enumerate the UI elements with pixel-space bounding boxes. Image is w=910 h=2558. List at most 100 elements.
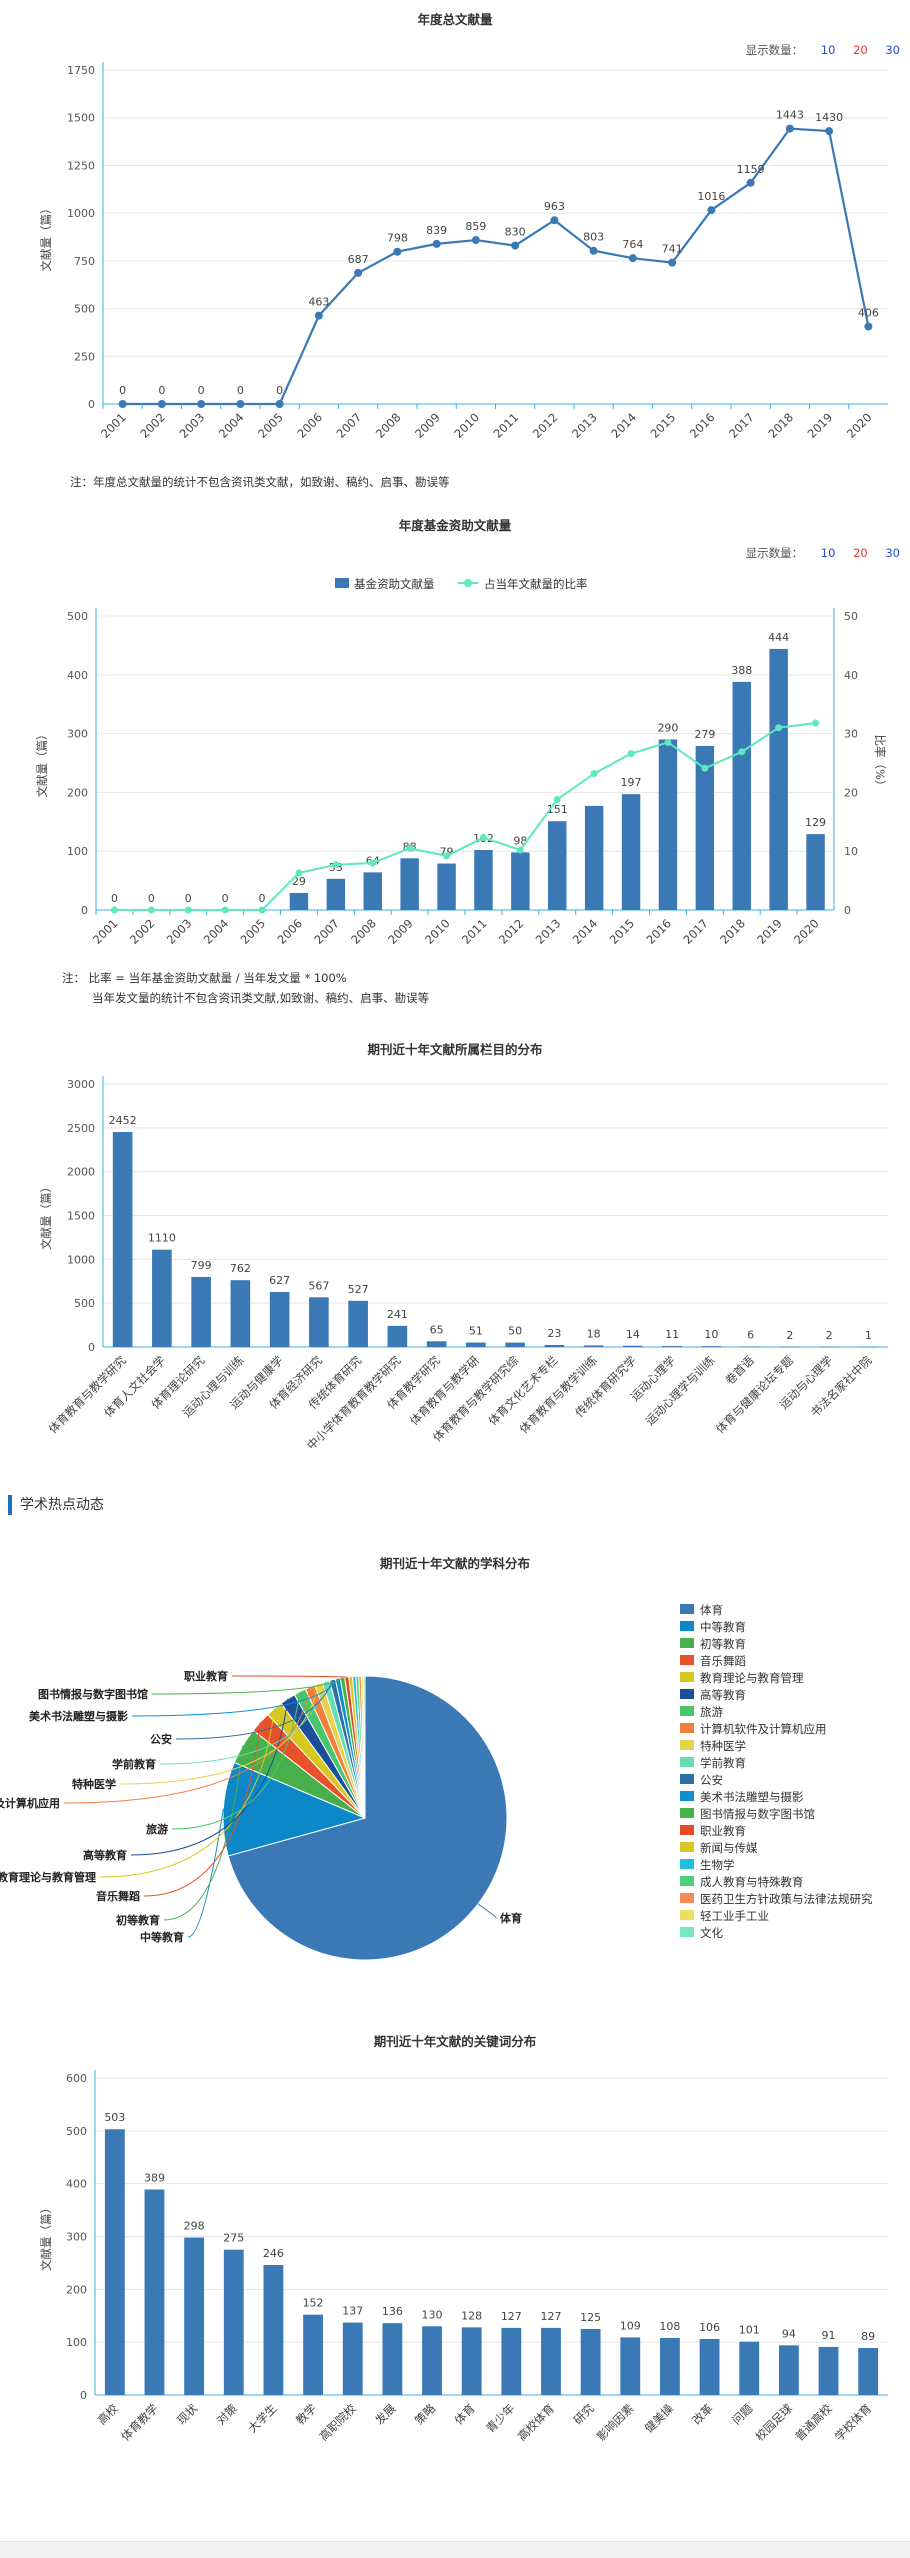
footer-bar bbox=[0, 2541, 910, 2558]
x-tick-label: 2002 bbox=[127, 916, 158, 947]
bar-value-label: 6 bbox=[747, 1328, 754, 1341]
bar bbox=[819, 1346, 839, 1348]
display-count-10[interactable]: 10 bbox=[820, 43, 836, 57]
data-point bbox=[785, 124, 794, 133]
legend-label: 教育理论与教育管理 bbox=[700, 1671, 804, 1685]
y2-tick-label: 10 bbox=[844, 845, 858, 858]
bar-value-label: 0 bbox=[148, 892, 155, 905]
y-tick-label: 1750 bbox=[67, 64, 95, 77]
x-tick-label: 2005 bbox=[238, 916, 269, 947]
legend-label-ratio: 占当年文献量的比率 bbox=[484, 577, 588, 591]
y-tick-label: 0 bbox=[80, 2389, 87, 2402]
legend-swatch bbox=[680, 1774, 694, 1784]
x-tick-label: 2003 bbox=[177, 410, 208, 441]
x-tick-label: 学校体育 bbox=[832, 2401, 874, 2443]
x-tick-label: 2001 bbox=[90, 916, 121, 947]
data-label: 406 bbox=[858, 307, 879, 320]
bar-value-label: 130 bbox=[422, 2308, 443, 2321]
x-tick-label: 2016 bbox=[643, 916, 674, 947]
bar bbox=[223, 2249, 244, 2395]
callout-line bbox=[187, 1808, 224, 1938]
bar-value-label: 51 bbox=[469, 1325, 483, 1338]
legend-swatch bbox=[680, 1655, 694, 1665]
pie-callout-label: 职业教育 bbox=[184, 1669, 228, 1683]
y-tick-label: 300 bbox=[66, 2231, 87, 2244]
data-label: 1016 bbox=[697, 190, 725, 203]
bar-value-label: 2 bbox=[786, 1329, 793, 1342]
y-tick-label: 2000 bbox=[67, 1166, 95, 1179]
legend-swatch bbox=[680, 1842, 694, 1852]
bar bbox=[511, 852, 530, 910]
bar bbox=[806, 834, 825, 910]
data-label: 764 bbox=[622, 238, 643, 251]
callout-line bbox=[130, 1698, 289, 1856]
y-tick-label: 100 bbox=[66, 2336, 87, 2349]
x-tick-label: 2017 bbox=[726, 410, 757, 441]
display-count-30[interactable]: 30 bbox=[885, 546, 900, 560]
x-tick-label: 大学生 bbox=[245, 2401, 279, 2435]
x-tick-label: 2019 bbox=[754, 916, 785, 947]
y2-tick-label: 30 bbox=[844, 728, 858, 741]
bar bbox=[144, 2189, 165, 2395]
x-tick-label: 问题 bbox=[729, 2401, 756, 2428]
y-tick-label: 300 bbox=[67, 728, 88, 741]
display-count-10[interactable]: 10 bbox=[820, 546, 836, 560]
y-tick-label: 600 bbox=[66, 2072, 87, 2085]
data-label: 830 bbox=[505, 226, 526, 239]
ratio-point bbox=[627, 750, 635, 758]
bar-value-label: 0 bbox=[111, 892, 118, 905]
pie-callout-label: 学前教育 bbox=[112, 1757, 156, 1771]
legend-swatch bbox=[680, 1672, 694, 1682]
legend-label: 医药卫生方针政策与法律法规研究 bbox=[700, 1892, 873, 1906]
bar-value-label: 0 bbox=[259, 892, 266, 905]
display-count-30[interactable]: 30 bbox=[885, 43, 900, 57]
x-tick-label: 高职院校 bbox=[316, 2401, 359, 2444]
bar-value-label: 125 bbox=[580, 2311, 601, 2324]
display-count-20[interactable]: 20 bbox=[853, 546, 868, 560]
ratio-point bbox=[553, 795, 561, 803]
bar bbox=[230, 1280, 251, 1347]
x-tick-label: 2005 bbox=[255, 410, 286, 441]
x-tick-label: 青少年 bbox=[483, 2401, 517, 2435]
data-label: 741 bbox=[662, 243, 683, 256]
section-header: 学术热点动态 bbox=[8, 1495, 104, 1515]
pie-callout-label: 体育 bbox=[500, 1911, 522, 1925]
bar-value-label: 275 bbox=[223, 2232, 244, 2245]
bar-value-label: 108 bbox=[659, 2320, 680, 2333]
x-tick-label: 教学 bbox=[293, 2401, 319, 2427]
pie-callout-label: 特种医学 bbox=[72, 1777, 116, 1791]
x-tick-label: 发展 bbox=[372, 2401, 399, 2428]
column-distribution-chart: 期刊近十年文献所属栏目的分布 0 500 1000 1500 2000 2500 3000 文献… bbox=[0, 1030, 910, 1470]
data-point bbox=[511, 241, 520, 250]
ratio-line bbox=[114, 722, 816, 911]
bar bbox=[548, 821, 567, 910]
display-count-label: 显示数量： bbox=[745, 546, 804, 560]
data-point bbox=[746, 178, 755, 187]
x-tick-label: 影响因素 bbox=[594, 2401, 636, 2443]
ratio-point bbox=[516, 846, 524, 854]
data-point bbox=[354, 268, 363, 277]
annual-total-svg: 年度总文献量02505007501000125015001750文献量（篇）02… bbox=[39, 12, 888, 441]
bar bbox=[474, 850, 493, 910]
chart-title: 年度总文献量 bbox=[417, 12, 493, 27]
legend-swatch bbox=[680, 1910, 694, 1920]
bar bbox=[732, 681, 751, 910]
x-tick-label: 2007 bbox=[311, 916, 342, 947]
x-tick-label: 体育文化艺术专栏 bbox=[486, 1353, 561, 1428]
y-tick-label: 500 bbox=[66, 2125, 87, 2138]
x-tick-label: 2015 bbox=[607, 916, 638, 947]
legend-label: 图书情报与数字图书馆 bbox=[700, 1807, 815, 1821]
y-axis-title: 文献量（篇） bbox=[39, 1181, 53, 1250]
bar bbox=[662, 1346, 682, 1347]
display-count-20[interactable]: 20 bbox=[853, 43, 868, 57]
bar-value-label: 388 bbox=[731, 664, 752, 677]
legend-label: 生物学 bbox=[700, 1858, 735, 1872]
x-tick-label: 2017 bbox=[680, 916, 711, 947]
callout-line bbox=[63, 1686, 311, 1804]
x-tick-label: 2020 bbox=[791, 916, 822, 947]
legend-label: 成人教育与特殊教育 bbox=[700, 1875, 804, 1889]
legend-label: 高等教育 bbox=[700, 1688, 746, 1702]
data-point bbox=[707, 206, 716, 215]
callout-line bbox=[151, 1677, 343, 1695]
